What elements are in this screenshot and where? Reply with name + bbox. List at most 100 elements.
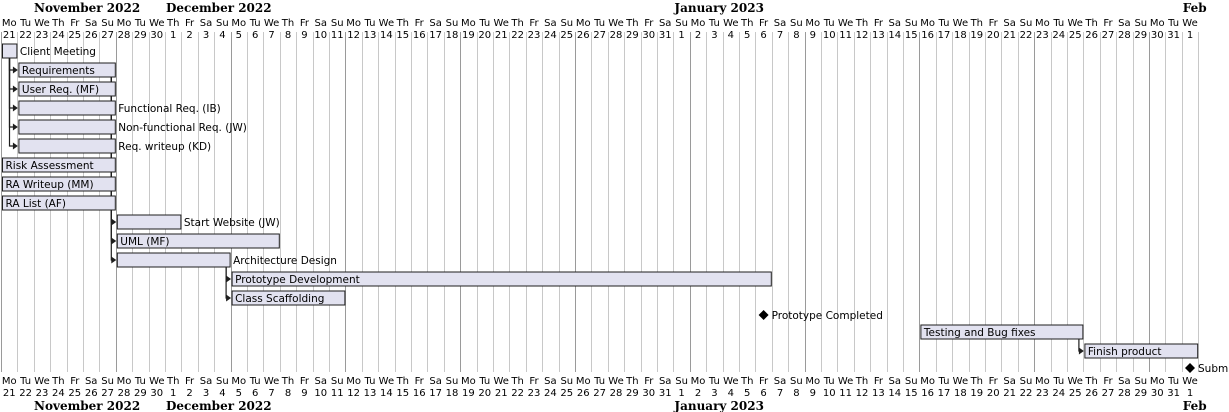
- day-name-label: Tu: [708, 376, 720, 387]
- day-name-label: Tu: [708, 18, 720, 29]
- day-name-label: Mo: [1150, 376, 1165, 387]
- day-number-label: 31: [1167, 388, 1180, 399]
- milestone-diamond: [758, 310, 769, 320]
- milestone-label: Submission: [1198, 363, 1229, 375]
- day-number-label: 25: [68, 30, 81, 41]
- day-name-label: Mo: [231, 376, 246, 387]
- day-number-label: 27: [101, 388, 114, 399]
- dependency-line: [8, 58, 14, 90]
- day-number-label: 28: [610, 30, 623, 41]
- day-number-label: 10: [314, 30, 327, 41]
- day-name-label: Sa: [200, 376, 212, 387]
- day-name-label: Mo: [1035, 376, 1050, 387]
- task-bar: [920, 324, 1084, 340]
- milestone-label: Prototype Completed: [772, 310, 883, 322]
- day-number-label: 11: [331, 30, 344, 41]
- dependency-arrowhead: [111, 237, 117, 245]
- day-number-label: 26: [577, 388, 590, 399]
- day-number-label: 1: [1187, 30, 1193, 41]
- day-name-label: Fr: [874, 18, 884, 29]
- day-name-label: Su: [446, 376, 459, 387]
- day-name-label: Fr: [300, 376, 310, 387]
- day-number-label: 4: [728, 388, 734, 399]
- day-number-label: 25: [560, 30, 573, 41]
- day-number-label: 25: [560, 388, 573, 399]
- day-name-label: Fr: [759, 18, 769, 29]
- day-number-label: 30: [1151, 30, 1164, 41]
- day-name-label: Tu: [823, 18, 835, 29]
- task-bar: [1084, 343, 1199, 359]
- day-number-label: 6: [252, 30, 258, 41]
- month-label: December 2022: [166, 399, 272, 412]
- month-label: Feb: [1183, 399, 1207, 412]
- day-number-label: 17: [938, 30, 951, 41]
- task-bar: [18, 81, 116, 97]
- day-number-label: 28: [118, 30, 131, 41]
- day-number-label: 7: [777, 388, 783, 399]
- day-name-label: Su: [446, 18, 459, 29]
- day-number-label: 15: [396, 388, 409, 399]
- day-name-label: Th: [510, 376, 523, 387]
- day-number-label: 29: [1134, 388, 1147, 399]
- day-number-label: 26: [1085, 30, 1098, 41]
- day-name-label: Mo: [805, 376, 820, 387]
- day-number-label: 22: [19, 30, 32, 41]
- day-number-label: 26: [85, 388, 98, 399]
- day-number-label: 21: [495, 30, 508, 41]
- day-number-label: 8: [285, 388, 291, 399]
- day-number-label: 21: [495, 388, 508, 399]
- month-label: November 2022: [34, 399, 140, 412]
- day-name-label: Su: [790, 18, 803, 29]
- day-name-label: Sa: [1118, 376, 1130, 387]
- day-name-label: Fr: [70, 376, 80, 387]
- day-name-label: Su: [790, 376, 803, 387]
- day-name-label: Su: [1020, 18, 1033, 29]
- day-name-label: Th: [51, 376, 64, 387]
- day-name-label: Tu: [1167, 376, 1179, 387]
- day-number-label: 21: [1003, 30, 1016, 41]
- day-number-label: 22: [1020, 30, 1033, 41]
- day-number-label: 26: [1085, 388, 1098, 399]
- day-name-label: Fr: [70, 18, 80, 29]
- day-name-label: Sa: [1003, 18, 1015, 29]
- day-number-label: 3: [711, 388, 717, 399]
- day-number-label: 16: [921, 388, 934, 399]
- day-name-label: Fr: [874, 376, 884, 387]
- day-number-label: 24: [1052, 388, 1065, 399]
- day-number-label: 30: [150, 388, 163, 399]
- day-name-label: We: [838, 18, 853, 29]
- day-name-label: We: [1067, 18, 1082, 29]
- task-label: Risk Assessment: [6, 160, 94, 172]
- day-number-label: 1: [1187, 388, 1193, 399]
- task-label: Start Website (JW): [184, 217, 280, 229]
- day-number-label: 11: [331, 388, 344, 399]
- day-name-label: Th: [625, 376, 638, 387]
- day-name-label: Mo: [920, 18, 935, 29]
- day-number-label: 6: [252, 388, 258, 399]
- dependency-arrowhead: [12, 123, 18, 131]
- day-number-label: 5: [744, 388, 750, 399]
- day-number-label: 1: [678, 30, 684, 41]
- day-name-label: Su: [216, 18, 229, 29]
- day-name-label: Fr: [989, 18, 999, 29]
- dependency-arrowhead: [12, 85, 18, 93]
- day-name-label: We: [264, 376, 279, 387]
- day-name-label: Tu: [1052, 18, 1064, 29]
- month-label: January 2023: [673, 399, 764, 412]
- task-bar: [231, 290, 346, 306]
- day-number-label: 25: [1069, 30, 1082, 41]
- day-number-label: 13: [364, 30, 377, 41]
- day-number-label: 27: [1102, 388, 1115, 399]
- day-name-label: Sa: [774, 18, 786, 29]
- day-name-label: Sa: [659, 18, 671, 29]
- dependency-arrowhead: [12, 142, 18, 150]
- day-number-label: 14: [380, 30, 393, 41]
- day-name-label: Tu: [134, 376, 146, 387]
- day-number-label: 28: [118, 388, 131, 399]
- day-name-label: Th: [970, 376, 983, 387]
- day-number-label: 1: [170, 30, 176, 41]
- day-number-label: 30: [1151, 388, 1164, 399]
- day-number-label: 23: [528, 30, 541, 41]
- day-number-label: 10: [314, 388, 327, 399]
